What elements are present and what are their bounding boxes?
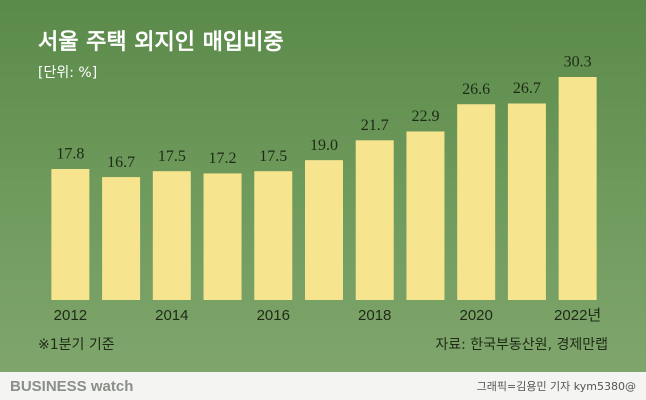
value-label: 26.7 <box>513 80 541 97</box>
bar <box>203 173 242 300</box>
source: 자료: 한국부동산원, 경제만랩 <box>435 337 608 353</box>
value-label: 30.3 <box>564 54 592 71</box>
bar <box>558 77 597 300</box>
credit: 그래픽=김용민 기자 kym5380@ <box>477 380 636 393</box>
value-label: 17.8 <box>56 146 84 163</box>
value-label: 21.7 <box>361 117 389 134</box>
note: ※1분기 기준 <box>38 337 115 353</box>
x-tick-label: 2012 <box>54 307 87 324</box>
bar <box>254 171 293 300</box>
unit-label: [단위: %] <box>38 65 97 81</box>
bar <box>51 168 90 300</box>
logo: BUSINESS watch <box>10 378 133 395</box>
value-label: 22.9 <box>411 108 439 125</box>
x-tick-label: 2022년 <box>554 307 601 324</box>
bar <box>507 103 546 300</box>
x-tick-label: 2016 <box>257 307 290 324</box>
bar <box>355 140 394 300</box>
bar <box>102 177 141 300</box>
x-tick-label: 2018 <box>358 307 391 324</box>
x-tick-label: 2020 <box>459 307 492 324</box>
x-tick-label: 2014 <box>155 307 188 324</box>
value-label: 26.6 <box>462 81 490 98</box>
bar <box>305 160 343 300</box>
value-label: 17.2 <box>209 150 237 167</box>
value-label: 16.7 <box>107 154 135 171</box>
bar <box>406 131 445 300</box>
value-label: 17.5 <box>259 148 287 165</box>
chart-title: 서울 주택 외지인 매입비중 <box>38 30 284 55</box>
bar <box>152 171 191 300</box>
value-label: 17.5 <box>158 148 186 165</box>
value-label: 19.0 <box>310 137 338 154</box>
bar <box>457 104 496 301</box>
footer-strip <box>0 372 646 400</box>
